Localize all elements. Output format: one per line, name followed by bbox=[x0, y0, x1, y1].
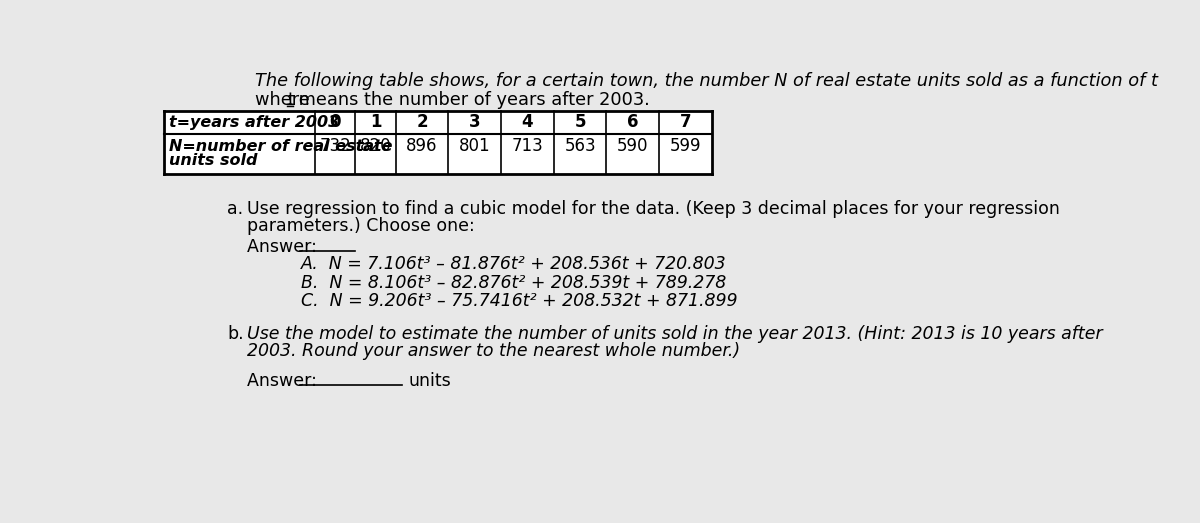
Text: 4: 4 bbox=[522, 113, 533, 131]
Text: units: units bbox=[408, 372, 451, 390]
Text: units sold: units sold bbox=[168, 153, 257, 168]
Text: t=years after 2003: t=years after 2003 bbox=[168, 115, 338, 130]
Text: 599: 599 bbox=[670, 138, 701, 155]
Text: Answer:: Answer: bbox=[247, 238, 323, 256]
Text: 563: 563 bbox=[564, 138, 596, 155]
Text: t: t bbox=[287, 91, 294, 109]
Text: 0: 0 bbox=[330, 113, 341, 131]
Text: C.  N = 9.206t³ – 75.7416t² + 208.532t + 871.899: C. N = 9.206t³ – 75.7416t² + 208.532t + … bbox=[301, 292, 738, 310]
Text: 732: 732 bbox=[319, 138, 352, 155]
Text: B.  N = 8.106t³ – 82.876t² + 208.539t + 789.278: B. N = 8.106t³ – 82.876t² + 208.539t + 7… bbox=[301, 274, 726, 292]
Bar bbox=[164, 110, 712, 174]
Text: 3: 3 bbox=[469, 113, 480, 131]
Text: 2003. Round your answer to the nearest whole number.): 2003. Round your answer to the nearest w… bbox=[247, 342, 740, 359]
Text: The following table shows, for a certain town, the number N of real estate units: The following table shows, for a certain… bbox=[254, 72, 1158, 90]
Text: parameters.) Choose one:: parameters.) Choose one: bbox=[247, 217, 475, 235]
Text: 6: 6 bbox=[628, 113, 638, 131]
Text: 896: 896 bbox=[407, 138, 438, 155]
Text: b.: b. bbox=[228, 325, 244, 343]
Text: where: where bbox=[254, 91, 314, 109]
Text: 713: 713 bbox=[511, 138, 544, 155]
Text: 1: 1 bbox=[370, 113, 382, 131]
Text: 5: 5 bbox=[575, 113, 586, 131]
Text: Use regression to find a cubic model for the data. (Keep 3 decimal places for yo: Use regression to find a cubic model for… bbox=[247, 200, 1060, 218]
Text: a.: a. bbox=[228, 200, 244, 218]
Text: 590: 590 bbox=[617, 138, 648, 155]
Text: 2: 2 bbox=[416, 113, 428, 131]
Text: 7: 7 bbox=[679, 113, 691, 131]
Text: 801: 801 bbox=[458, 138, 491, 155]
Text: means the number of years after 2003.: means the number of years after 2003. bbox=[293, 91, 650, 109]
Text: Answer:: Answer: bbox=[247, 372, 323, 390]
Text: N=number of real estate: N=number of real estate bbox=[168, 139, 392, 154]
Text: A.  N = 7.106t³ – 81.876t² + 208.536t + 720.803: A. N = 7.106t³ – 81.876t² + 208.536t + 7… bbox=[301, 255, 727, 273]
Text: Use the model to estimate the number of units sold in the year 2013. (Hint: 2013: Use the model to estimate the number of … bbox=[247, 325, 1103, 343]
Text: 820: 820 bbox=[360, 138, 391, 155]
